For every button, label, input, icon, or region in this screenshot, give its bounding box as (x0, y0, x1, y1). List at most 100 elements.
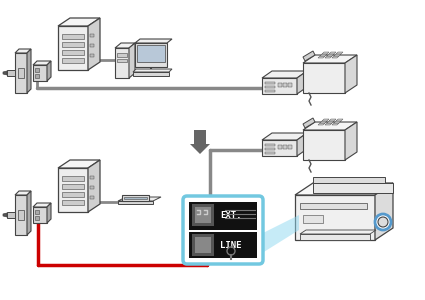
FancyBboxPatch shape (35, 216, 39, 220)
FancyBboxPatch shape (62, 200, 84, 205)
Polygon shape (295, 183, 393, 195)
FancyBboxPatch shape (35, 210, 39, 214)
FancyBboxPatch shape (62, 34, 84, 39)
FancyBboxPatch shape (62, 184, 84, 189)
Polygon shape (259, 215, 299, 255)
Polygon shape (47, 203, 51, 223)
Polygon shape (33, 207, 47, 223)
Polygon shape (297, 71, 307, 94)
FancyBboxPatch shape (278, 83, 282, 87)
FancyBboxPatch shape (35, 74, 39, 78)
Polygon shape (345, 122, 357, 160)
Polygon shape (262, 78, 297, 94)
Polygon shape (58, 160, 100, 168)
Polygon shape (124, 197, 147, 199)
Polygon shape (320, 121, 327, 123)
Text: EXT.: EXT. (220, 211, 242, 220)
FancyBboxPatch shape (35, 68, 39, 72)
Polygon shape (3, 71, 7, 75)
Polygon shape (322, 52, 329, 54)
Polygon shape (15, 53, 27, 93)
Polygon shape (327, 121, 334, 123)
Polygon shape (375, 183, 393, 240)
Polygon shape (303, 118, 315, 128)
Polygon shape (332, 56, 339, 58)
Polygon shape (345, 55, 357, 93)
FancyBboxPatch shape (62, 176, 84, 181)
FancyBboxPatch shape (62, 50, 84, 55)
Polygon shape (118, 201, 153, 204)
FancyBboxPatch shape (90, 186, 94, 189)
Polygon shape (15, 191, 31, 195)
Polygon shape (303, 130, 345, 160)
Polygon shape (15, 195, 27, 235)
Polygon shape (262, 71, 307, 78)
Polygon shape (135, 39, 172, 43)
Polygon shape (303, 51, 315, 61)
Polygon shape (332, 123, 339, 125)
Polygon shape (47, 61, 51, 81)
Polygon shape (27, 49, 31, 93)
FancyArrow shape (190, 130, 210, 154)
Polygon shape (137, 45, 165, 62)
FancyBboxPatch shape (195, 207, 211, 223)
Polygon shape (334, 54, 341, 56)
FancyBboxPatch shape (189, 232, 257, 258)
Polygon shape (318, 56, 325, 58)
Polygon shape (336, 119, 343, 121)
FancyBboxPatch shape (90, 196, 94, 199)
Polygon shape (322, 119, 329, 121)
Polygon shape (320, 54, 327, 56)
FancyBboxPatch shape (195, 237, 211, 253)
FancyBboxPatch shape (288, 145, 292, 149)
Polygon shape (33, 61, 51, 65)
FancyBboxPatch shape (265, 82, 275, 84)
Polygon shape (313, 183, 393, 193)
Polygon shape (318, 123, 325, 125)
FancyBboxPatch shape (117, 53, 127, 57)
Polygon shape (129, 43, 135, 78)
Circle shape (378, 217, 388, 227)
FancyBboxPatch shape (90, 44, 94, 47)
Polygon shape (115, 48, 129, 78)
Polygon shape (133, 72, 169, 76)
FancyBboxPatch shape (283, 145, 287, 149)
Polygon shape (325, 56, 332, 58)
Polygon shape (334, 121, 341, 123)
Polygon shape (133, 69, 172, 72)
FancyBboxPatch shape (62, 192, 84, 197)
Polygon shape (336, 52, 343, 54)
FancyBboxPatch shape (18, 68, 24, 78)
Polygon shape (7, 212, 15, 218)
Circle shape (375, 214, 391, 230)
Polygon shape (58, 26, 88, 70)
Polygon shape (327, 54, 334, 56)
Text: LINE: LINE (220, 241, 242, 250)
Polygon shape (122, 195, 149, 201)
FancyBboxPatch shape (265, 152, 275, 154)
FancyBboxPatch shape (265, 148, 275, 150)
Polygon shape (325, 123, 332, 125)
FancyBboxPatch shape (288, 83, 292, 87)
Polygon shape (115, 43, 135, 48)
FancyBboxPatch shape (265, 90, 275, 92)
FancyBboxPatch shape (265, 86, 275, 88)
Polygon shape (58, 18, 100, 26)
Polygon shape (3, 213, 7, 217)
Polygon shape (329, 52, 336, 54)
FancyBboxPatch shape (192, 204, 214, 226)
FancyBboxPatch shape (62, 42, 84, 47)
FancyBboxPatch shape (117, 59, 127, 62)
Polygon shape (135, 43, 167, 67)
Polygon shape (27, 191, 31, 235)
Polygon shape (262, 140, 297, 156)
Polygon shape (303, 63, 345, 93)
Polygon shape (303, 122, 357, 130)
Polygon shape (88, 18, 100, 70)
Polygon shape (88, 160, 100, 212)
FancyBboxPatch shape (265, 144, 275, 146)
Polygon shape (300, 234, 370, 240)
Polygon shape (303, 55, 357, 63)
Polygon shape (33, 203, 51, 207)
FancyBboxPatch shape (189, 202, 257, 230)
